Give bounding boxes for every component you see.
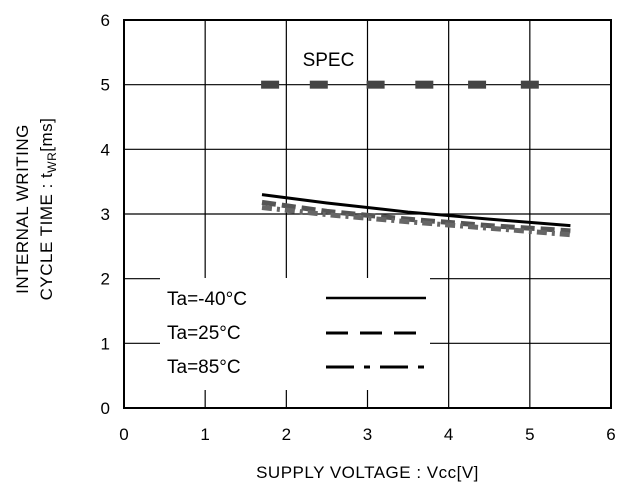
spec-marker	[415, 80, 434, 89]
spec-markers	[261, 80, 539, 89]
series-line-2	[261, 205, 571, 238]
y-axis-title: INTERNAL WRITING CYCLE TIME : tWR[ms]	[13, 118, 59, 301]
series-line-0	[261, 193, 571, 228]
y-tick-label: 4	[101, 140, 110, 159]
x-tick-label: 0	[119, 425, 128, 444]
x-tick-label: 1	[200, 425, 209, 444]
spec-marker	[366, 80, 385, 89]
x-tick-label: 4	[444, 425, 453, 444]
y-tick-label: 5	[101, 76, 110, 95]
legend: Ta=-40°C Ta=25°C Ta=85°C	[160, 278, 430, 390]
y-tick-label: 1	[101, 334, 110, 353]
spec-marker	[520, 80, 539, 89]
x-tick-label: 3	[363, 425, 372, 444]
legend-background	[160, 278, 430, 390]
x-tick-labels: 0 1 2 3 4 5 6	[119, 425, 615, 444]
spec-marker	[261, 80, 280, 89]
y-axis-title-line2: CYCLE TIME : tWR[ms]	[37, 118, 59, 301]
x-tick-label: 6	[606, 425, 615, 444]
spec-marker	[309, 80, 328, 89]
legend-label-ta-85: Ta=85°C	[167, 357, 241, 378]
y-axis-title-line1: INTERNAL WRITING	[13, 124, 32, 294]
y-tick-label: 6	[101, 11, 110, 30]
y-axis-title-prefix: CYCLE TIME : t	[37, 173, 56, 301]
x-tick-label: 5	[525, 425, 534, 444]
spec-marker	[468, 80, 487, 89]
x-axis-title: SUPPLY VOLTAGE : Vcc[V]	[256, 463, 479, 482]
legend-label-ta-25: Ta=25°C	[167, 323, 241, 344]
y-tick-label: 3	[101, 205, 110, 224]
data-series	[261, 193, 571, 238]
y-axis-title-suffix: [ms]	[37, 118, 56, 152]
y-tick-label: 2	[101, 270, 110, 289]
legend-label-ta-minus40: Ta=-40°C	[167, 289, 247, 310]
x-tick-label: 2	[282, 425, 291, 444]
y-axis-title-subscript: WR	[45, 152, 59, 173]
plot-frame	[123, 19, 612, 409]
y-tick-label: 0	[101, 399, 110, 418]
series-line-1	[261, 199, 571, 234]
y-tick-labels: 0 1 2 3 4 5 6	[101, 11, 110, 418]
spec-annotation: SPEC	[303, 50, 355, 71]
